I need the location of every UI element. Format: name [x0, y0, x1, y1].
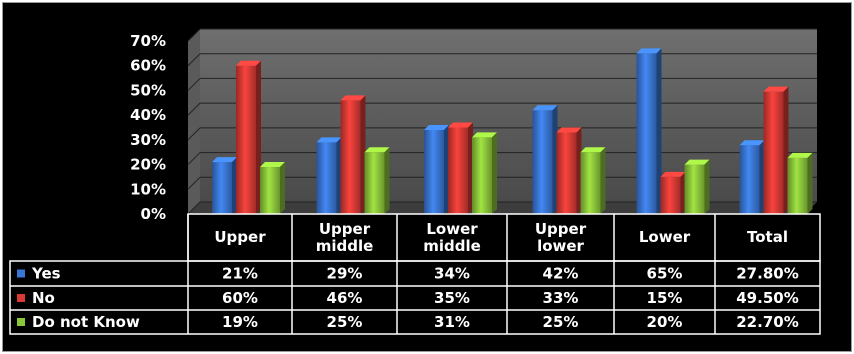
bar-no: [340, 95, 366, 214]
side-wall: [188, 29, 200, 214]
legend-swatch: [17, 269, 25, 278]
y-tick-label: 10%: [130, 180, 166, 198]
data-label: 49.50%: [736, 289, 798, 307]
bar-do-not-know: [260, 162, 285, 214]
gridline: [187, 28, 201, 42]
bars: [212, 48, 813, 214]
legend-label: Do not Know: [32, 313, 140, 331]
y-tick-label: 30%: [130, 131, 166, 149]
y-tick-label: 40%: [130, 106, 166, 124]
data-label: 27.80%: [736, 265, 798, 283]
data-label: 19%: [222, 313, 258, 331]
gridlines: [187, 28, 817, 215]
bar-no: [236, 60, 261, 214]
x-category-label: Upper: [214, 228, 266, 246]
y-tick-label: 70%: [130, 32, 166, 50]
gridline: [187, 102, 201, 116]
back-wall: [200, 29, 817, 202]
x-category-label: Upper lower: [535, 220, 587, 255]
data-label: 34%: [434, 265, 470, 283]
data-label: 31%: [434, 313, 470, 331]
data-label: 21%: [222, 265, 258, 283]
y-axis-ticks: 0% 10% 20% 30% 40% 50% 60% 70%: [130, 32, 166, 223]
y-tick-label: 60%: [130, 57, 166, 75]
gridline: [187, 152, 201, 165]
bar-do-not-know: [472, 132, 497, 214]
data-table: Upper Upper middle Lower middle Upper lower Low…: [9, 213, 821, 335]
y-tick-label: 20%: [130, 156, 166, 174]
gridline: [187, 78, 201, 91]
bar-no: [448, 122, 473, 214]
bar-yes: [316, 137, 342, 214]
bar-do-not-know: [684, 159, 710, 214]
table-header-border: [187, 213, 821, 262]
data-label: 25%: [543, 313, 579, 331]
data-label: 35%: [434, 289, 470, 307]
gridline: [187, 176, 201, 190]
x-category-label: Lower middle: [423, 220, 481, 255]
legend-swatch: [17, 294, 25, 302]
data-label: 42%: [543, 265, 579, 283]
bar-do-not-know: [580, 147, 606, 214]
gridline: [187, 127, 201, 141]
bar-do-not-know: [364, 147, 390, 214]
bar-yes: [636, 48, 662, 214]
bar-no: [660, 171, 686, 214]
x-category-label: Lower: [639, 228, 691, 246]
data-label: 22.70%: [736, 313, 798, 331]
bar-yes: [532, 105, 558, 214]
legend-label: No: [32, 289, 55, 307]
bar-yes: [739, 140, 765, 214]
data-label: 60%: [222, 289, 258, 307]
gridline: [187, 53, 201, 67]
data-label: 46%: [327, 289, 363, 307]
y-tick-label: 0%: [141, 205, 166, 223]
bar-do-not-know: [787, 152, 813, 214]
data-label: 33%: [543, 289, 579, 307]
gridline: [187, 201, 201, 215]
bar-no: [763, 86, 789, 214]
legend-swatch: [17, 318, 25, 326]
data-label: 20%: [647, 313, 683, 331]
data-label: 15%: [647, 289, 683, 307]
x-category-label: Total: [747, 228, 788, 246]
legend-label: Yes: [31, 265, 61, 283]
bar-no: [556, 127, 582, 214]
data-label: 65%: [647, 265, 683, 283]
bar-yes: [212, 157, 237, 214]
data-label: 29%: [327, 265, 363, 283]
x-category-label: Upper middle: [316, 220, 374, 255]
bar-yes: [424, 124, 449, 214]
data-label: 25%: [327, 313, 363, 331]
bar-chart: 0% 10% 20% 30% 40% 50% 60% 70% Upper Upper middle…: [9, 28, 821, 335]
y-tick-label: 50%: [130, 81, 166, 99]
